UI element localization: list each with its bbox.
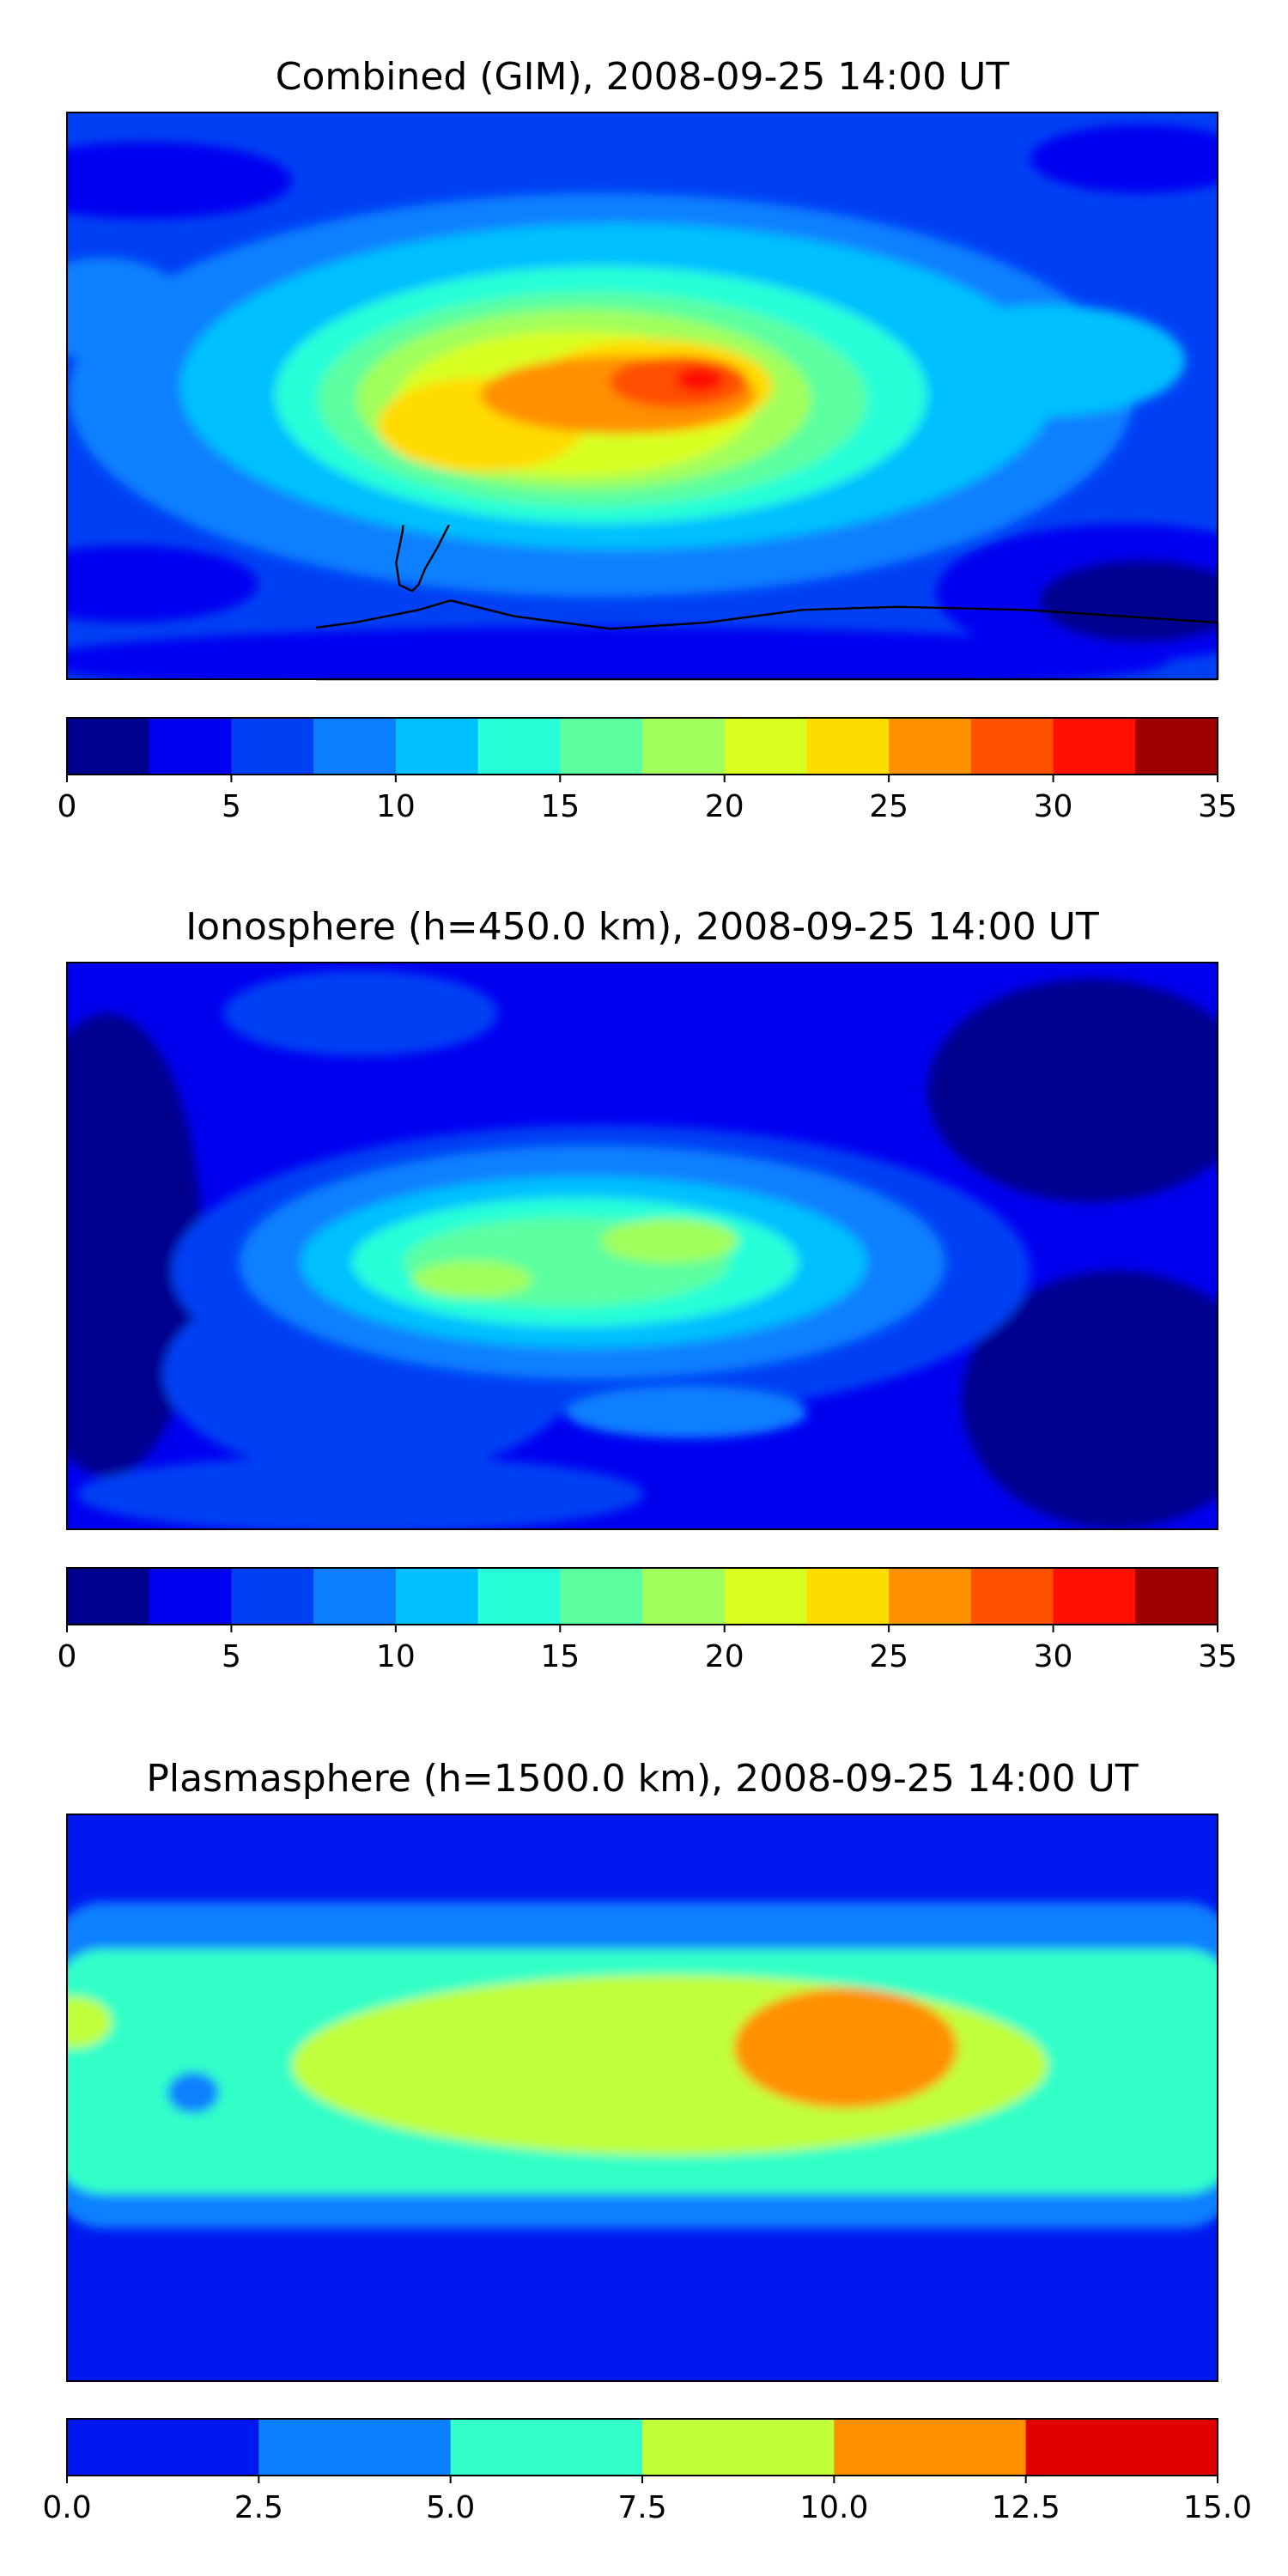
contour-level (567, 1387, 807, 1438)
south-america-coastline (395, 525, 451, 592)
map-frame (66, 1814, 1218, 2382)
colorbar-swatch (834, 2419, 1027, 2476)
contour-field (67, 112, 1218, 679)
panel-title: Plasmasphere (h=1500.0 km), 2008-09-25 1… (146, 1757, 1138, 1801)
contour-level (77, 1455, 644, 1529)
panel-title: Combined (GIM), 2008-09-25 14:00 UT (276, 55, 1010, 99)
colorbar-tick-label: 7.5 (617, 2490, 666, 2525)
colorbar-swatch (1135, 718, 1218, 775)
colorbar-swatch (642, 2419, 835, 2476)
colorbar-tick-label: 5 (222, 789, 241, 824)
contour-level (676, 367, 724, 392)
colorbar-swatch (258, 2419, 452, 2476)
colorbar-swatch (1135, 1568, 1218, 1625)
colorbar-tick-label: 0 (58, 1639, 77, 1674)
colorbar-tick-label: 10 (376, 789, 416, 824)
panel-plasmasphere: Plasmasphere (h=1500.0 km), 2008-09-25 1… (42, 1757, 1252, 2525)
colorbar-swatch (970, 1568, 1054, 1625)
colorbar-swatch (231, 718, 314, 775)
colorbar-tick-label: 15.0 (1183, 2490, 1252, 2525)
colorbar-swatch (724, 1568, 807, 1625)
colorbar-swatch (67, 2419, 259, 2476)
contour-polar-south (67, 545, 258, 623)
map-frame (66, 112, 1218, 680)
colorbar-frame (66, 717, 1218, 775)
colorbar-tick-label: 15 (540, 1639, 580, 1674)
contour-polar-south (67, 627, 1168, 679)
colorbar-swatch (970, 718, 1054, 775)
contour-polar-north (1030, 125, 1218, 193)
colorbar-tick-label: 2.5 (234, 2490, 283, 2525)
colorbar-tick-label: 20 (705, 789, 744, 824)
colorbar-swatch (889, 718, 972, 775)
colorbar-swatch (395, 718, 479, 775)
colorbar: 0 5 10 15 20 25 30 35 (58, 1567, 1237, 1674)
colorbar-swatch (889, 1568, 972, 1625)
map-frame (66, 962, 1218, 1530)
contour-level (167, 2072, 219, 2113)
colorbar-swatch (477, 718, 561, 775)
contour-level (734, 1988, 957, 2108)
colorbar-swatch (806, 1568, 890, 1625)
colorbar-swatch (642, 718, 726, 775)
colorbar-swatch (642, 1568, 726, 1625)
colorbar-swatch (1025, 2419, 1218, 2476)
colorbar: 0.0 2.5 5.0 7.5 10.0 12.5 15.0 (42, 2418, 1252, 2525)
colorbar-swatch (313, 718, 397, 775)
contour-polar-north (67, 142, 292, 219)
colorbar-tick-label: 5 (222, 1639, 241, 1674)
colorbar-tick-label: 10.0 (799, 2490, 868, 2525)
colorbar-swatch (149, 1568, 232, 1625)
colorbar-tick-label: 5.0 (426, 2490, 475, 2525)
panel-ionosphere: Ionosphere (h=450.0 km), 2008-09-25 14:0… (58, 905, 1237, 1674)
contour-level (67, 258, 189, 361)
contour-level (962, 1271, 1218, 1528)
colorbar-swatch (395, 1568, 479, 1625)
panel-title: Ionosphere (h=450.0 km), 2008-09-25 14:0… (185, 905, 1099, 949)
colorbar-swatch (67, 718, 150, 775)
colorbar: 0 5 10 15 20 25 30 35 (58, 717, 1237, 824)
colorbar-swatch (231, 1568, 314, 1625)
colorbar-frame (66, 1567, 1218, 1625)
colorbar-tick-label: 30 (1034, 1639, 1073, 1674)
contour-level (412, 1261, 532, 1298)
colorbar-swatch (477, 1568, 561, 1625)
colorbar-swatch (1053, 718, 1136, 775)
colorbar-tick-label: 12.5 (992, 2490, 1060, 2525)
colorbar-tick-label: 0 (58, 789, 77, 824)
colorbar-tick-label: 25 (869, 1639, 908, 1674)
colorbar-swatch (1053, 1568, 1136, 1625)
colorbar-tick-label: 30 (1034, 789, 1073, 824)
contour-level (67, 1013, 202, 1477)
colorbar-swatch (450, 2419, 643, 2476)
contour-field (67, 963, 1218, 1529)
colorbar-tick-label: 25 (869, 789, 908, 824)
colorbar-tick-label: 15 (540, 789, 580, 824)
colorbar-tick-label: 0.0 (42, 2490, 91, 2525)
contour-field (67, 1814, 1218, 2381)
colorbar-swatch (806, 718, 890, 775)
contour-level (927, 979, 1218, 1202)
panel-combined: Combined (GIM), 2008-09-25 14:00 UT (58, 55, 1237, 824)
contour-level (601, 1218, 738, 1263)
contour-polar-south (1039, 560, 1218, 642)
colorbar-tick-label: 10 (376, 1639, 416, 1674)
contour-level (910, 305, 1185, 416)
colorbar-tick-label: 20 (705, 1639, 744, 1674)
colorbar-swatch (724, 718, 807, 775)
colorbar-swatch (560, 1568, 643, 1625)
contour-level (67, 1996, 112, 2048)
colorbar-swatch (560, 718, 643, 775)
contour-level (335, 2048, 627, 2125)
colorbar-swatch (67, 1568, 150, 1625)
colorbar-tick-label: 35 (1198, 789, 1237, 824)
colorbar-swatch (149, 718, 232, 775)
contour-level (223, 970, 498, 1056)
colorbar-tick-label: 35 (1198, 1639, 1237, 1674)
colorbar-swatch (313, 1568, 397, 1625)
